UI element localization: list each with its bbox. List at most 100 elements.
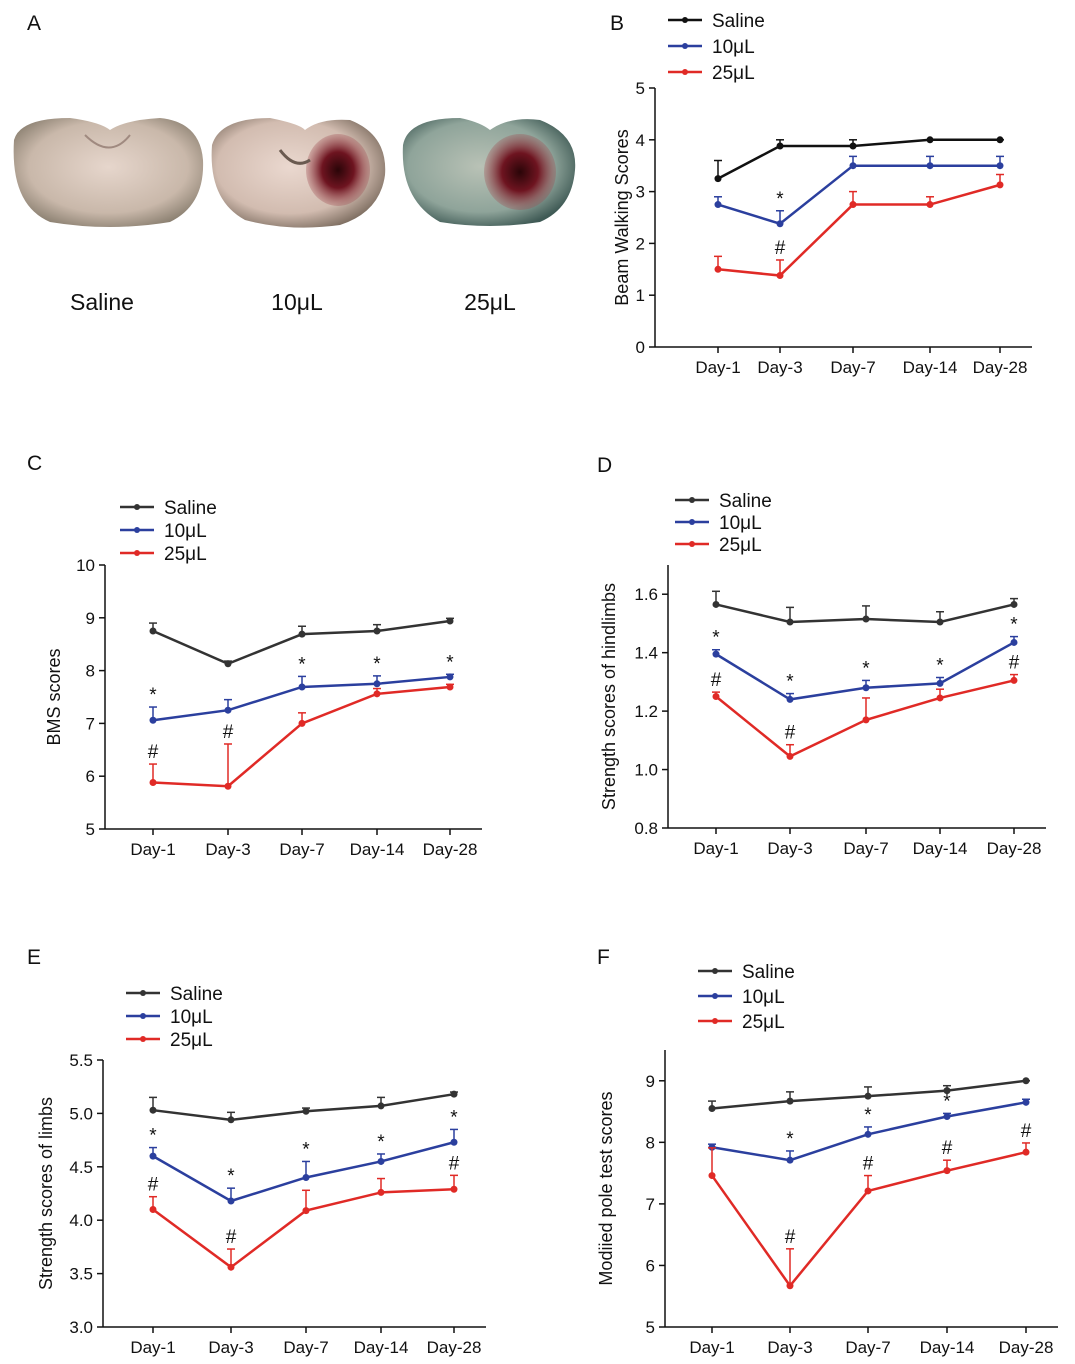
point	[865, 1093, 872, 1100]
point	[787, 618, 794, 625]
point	[451, 1139, 458, 1146]
point	[997, 181, 1004, 188]
significance-mark: *	[149, 685, 157, 706]
x-tick-label: Day-28	[999, 1338, 1054, 1357]
point	[228, 1116, 235, 1123]
significance-mark: *	[776, 189, 784, 210]
significance-mark: *	[786, 1129, 794, 1150]
panel-label: F	[597, 946, 610, 969]
significance-mark: *	[373, 654, 381, 675]
y-tick-label: 7	[646, 1195, 655, 1214]
point	[787, 1098, 794, 1105]
legend-label: Saline	[164, 498, 217, 519]
point	[997, 162, 1004, 169]
point	[303, 1174, 310, 1181]
point	[378, 1189, 385, 1196]
significance-mark: *	[450, 1107, 458, 1128]
point	[927, 162, 934, 169]
panel-label: B	[610, 12, 624, 35]
y-tick-label: 3.0	[69, 1318, 93, 1337]
point	[944, 1113, 951, 1120]
legend-marker	[134, 527, 140, 533]
legend-label: 25μL	[712, 63, 755, 84]
significance-mark: #	[148, 1175, 159, 1196]
point	[850, 162, 857, 169]
y-axis-label: Modiied pole test scores	[596, 1091, 616, 1285]
significance-mark: *	[302, 1139, 310, 1160]
point	[225, 707, 232, 714]
y-tick-label: 1.0	[634, 761, 658, 780]
y-tick-label: 3.5	[69, 1265, 93, 1284]
point	[863, 716, 870, 723]
point	[374, 690, 381, 697]
y-axis-label: Strength scores of hindlimbs	[599, 583, 619, 810]
point	[299, 631, 306, 638]
significance-mark: #	[226, 1227, 237, 1248]
point	[150, 628, 157, 635]
legend-label: 25μL	[719, 535, 762, 556]
legend-label: 10μL	[164, 521, 207, 542]
x-tick-label: Day-28	[973, 358, 1028, 377]
y-tick-label: 6	[86, 767, 95, 786]
y-tick-label: 1.4	[634, 644, 658, 663]
point	[865, 1187, 872, 1194]
y-axis-label: Strength scores of limbs	[36, 1097, 56, 1290]
legend-marker	[140, 1013, 146, 1019]
point	[303, 1108, 310, 1115]
significance-mark: #	[449, 1153, 460, 1174]
point	[1011, 677, 1018, 684]
y-tick-label: 9	[86, 609, 95, 628]
point	[944, 1167, 951, 1174]
point	[713, 651, 720, 658]
point	[447, 617, 454, 624]
x-tick-label: Day-28	[427, 1338, 482, 1357]
point	[863, 616, 870, 623]
y-tick-label: 7	[86, 714, 95, 733]
point	[451, 1091, 458, 1098]
panel-label: C	[27, 452, 42, 475]
significance-mark: #	[785, 723, 796, 744]
significance-mark: *	[149, 1126, 157, 1147]
y-tick-label: 1.2	[634, 702, 658, 721]
point	[374, 628, 381, 635]
y-tick-label: 5	[86, 820, 95, 839]
x-tick-label: Day-7	[845, 1338, 890, 1357]
point	[937, 618, 944, 625]
legend-label: 25μL	[742, 1012, 785, 1033]
point	[447, 683, 454, 690]
y-tick-label: 4.5	[69, 1158, 93, 1177]
x-tick-label: Day-3	[757, 358, 802, 377]
caption: 25μL	[464, 289, 516, 315]
legend-marker	[134, 550, 140, 556]
series-line	[718, 166, 1000, 224]
y-tick-label: 8	[86, 662, 95, 681]
legend-marker	[712, 968, 718, 974]
point	[303, 1207, 310, 1214]
point	[1023, 1149, 1030, 1156]
legend-marker	[134, 504, 140, 510]
point	[374, 680, 381, 687]
point	[787, 753, 794, 760]
point	[715, 266, 722, 273]
y-tick-label: 4.0	[69, 1211, 93, 1230]
series-line	[153, 1094, 454, 1120]
x-tick-label: Day-14	[913, 839, 968, 858]
point	[1023, 1077, 1030, 1084]
series-line	[718, 185, 1000, 276]
point	[709, 1105, 716, 1112]
legend-marker	[689, 519, 695, 525]
legend-marker	[682, 43, 688, 49]
y-tick-label: 3	[636, 183, 645, 202]
significance-mark: *	[298, 654, 306, 675]
point	[225, 660, 232, 667]
x-tick-label: Day-14	[920, 1338, 975, 1357]
x-tick-label: Day-7	[843, 839, 888, 858]
point	[150, 1206, 157, 1213]
legend-marker	[682, 17, 688, 23]
legend-label: 25μL	[170, 1030, 213, 1051]
legend-label: 10μL	[719, 513, 762, 534]
y-tick-label: 1.6	[634, 585, 658, 604]
